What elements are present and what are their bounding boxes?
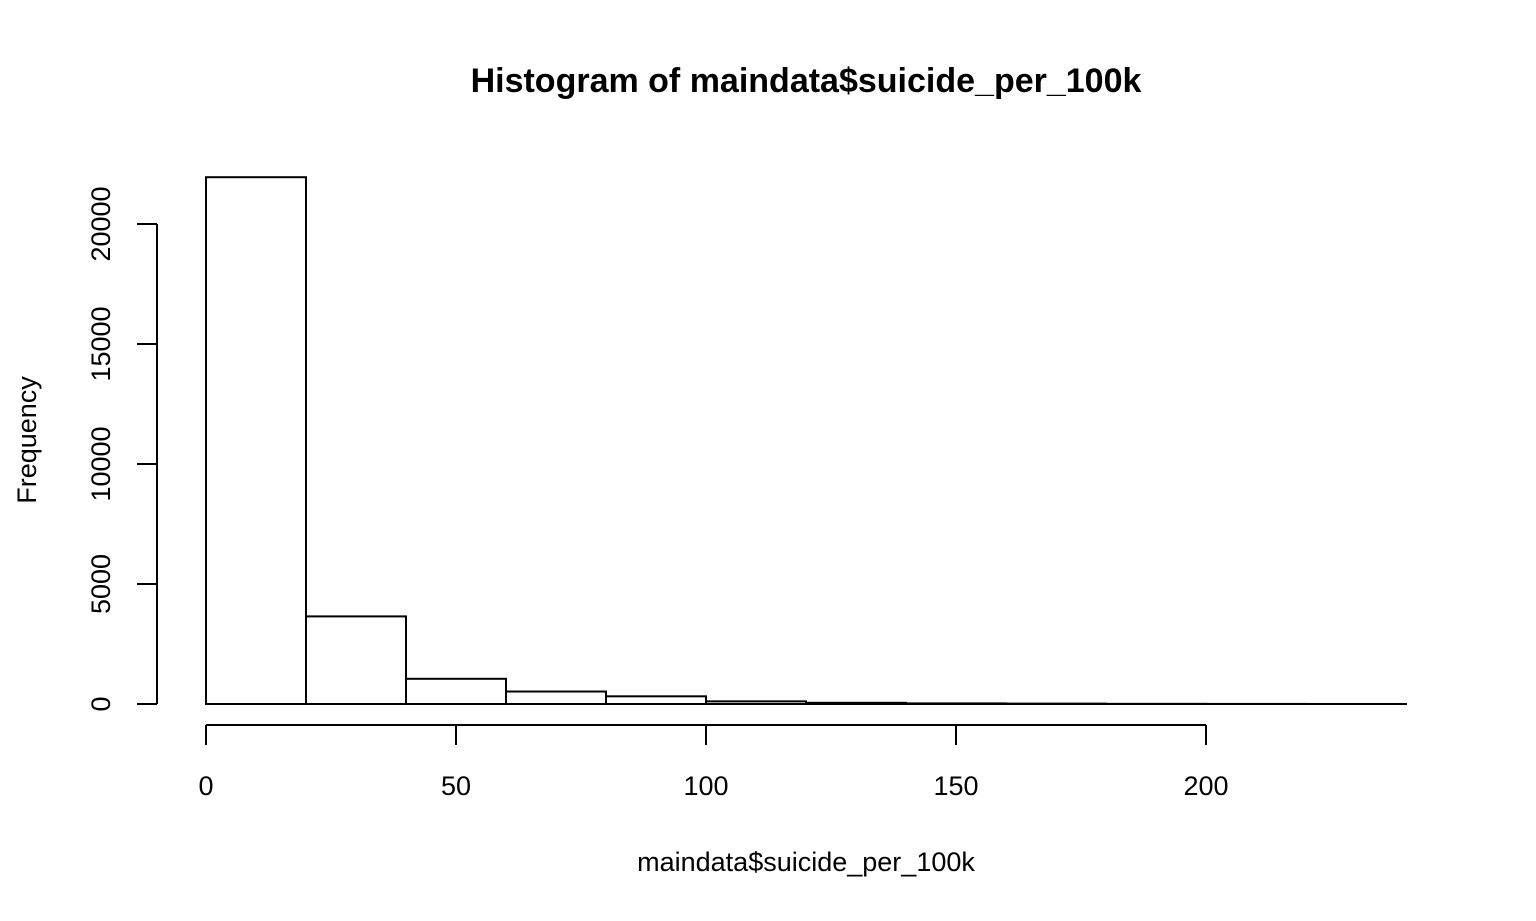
y-tick-label-4: 20000 bbox=[86, 186, 116, 261]
histogram-bar-1 bbox=[305, 615, 407, 706]
y-tick-label-1: 5000 bbox=[86, 554, 116, 614]
x-tick-label-3: 150 bbox=[933, 771, 978, 801]
histogram-bar-2 bbox=[405, 677, 507, 705]
x-tick-label-2: 100 bbox=[683, 771, 728, 801]
histogram-bars bbox=[205, 176, 1407, 706]
y-axis-title: Frequency bbox=[12, 376, 42, 504]
y-tick-label-3: 15000 bbox=[86, 306, 116, 381]
x-axis-title: maindata$suicide_per_100k bbox=[637, 847, 975, 877]
x-axis: 0 50 100 150 200 bbox=[198, 724, 1229, 801]
y-axis: 0 5000 10000 15000 20000 bbox=[86, 186, 158, 712]
x-tick-label-1: 50 bbox=[441, 771, 471, 801]
x-tick-label-4: 200 bbox=[1183, 771, 1228, 801]
histogram-bar-0 bbox=[205, 176, 307, 705]
y-tick-label-2: 10000 bbox=[86, 426, 116, 501]
x-tick-label-0: 0 bbox=[198, 771, 213, 801]
chart-title: Histogram of maindata$suicide_per_100k bbox=[471, 62, 1142, 100]
y-tick-label-0: 0 bbox=[86, 696, 116, 711]
histogram-bar-3 bbox=[505, 690, 607, 706]
histogram-bar-4 bbox=[605, 695, 707, 706]
